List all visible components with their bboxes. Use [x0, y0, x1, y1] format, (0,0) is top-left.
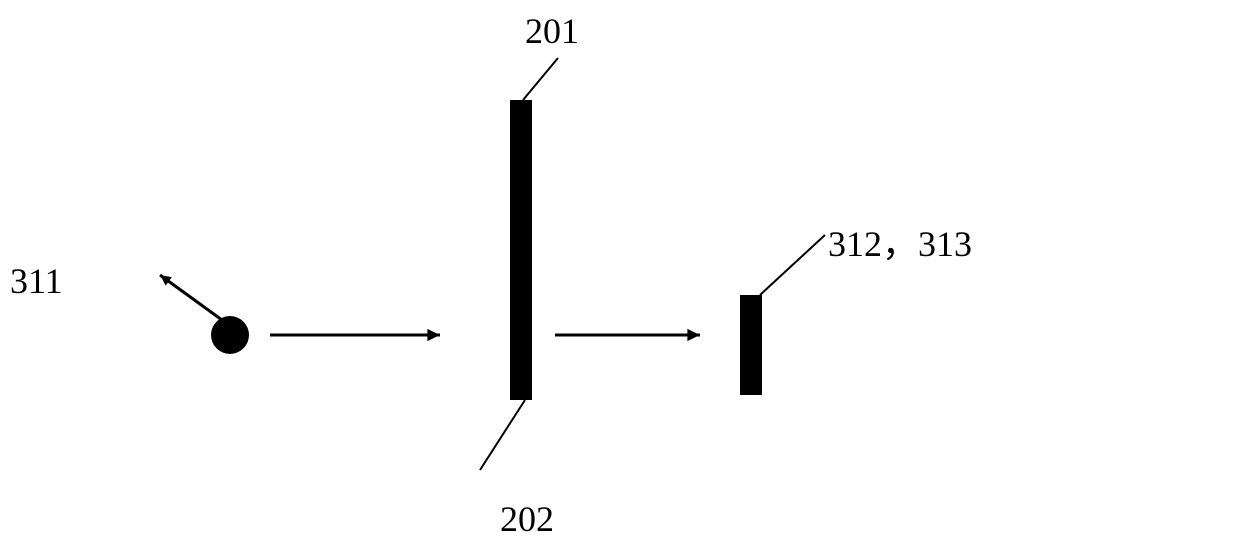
- label-311: 311: [10, 260, 63, 302]
- label-312-313: 312，313: [828, 215, 972, 267]
- label-202: 202: [500, 498, 554, 540]
- arrow-tallbar-to-shortbar: [555, 329, 700, 341]
- bar-short: [740, 295, 762, 395]
- leader-line-312-313: [760, 235, 825, 295]
- bar-tall: [510, 100, 532, 400]
- arrow-circle-to-tallbar: [270, 329, 440, 341]
- diagram-canvas: [0, 0, 1240, 548]
- leader-line-202: [480, 400, 525, 470]
- leader-line-201: [523, 58, 558, 100]
- label-201: 201: [525, 10, 579, 52]
- leader-arrow-311: [160, 275, 222, 320]
- node-circle-311: [211, 316, 249, 354]
